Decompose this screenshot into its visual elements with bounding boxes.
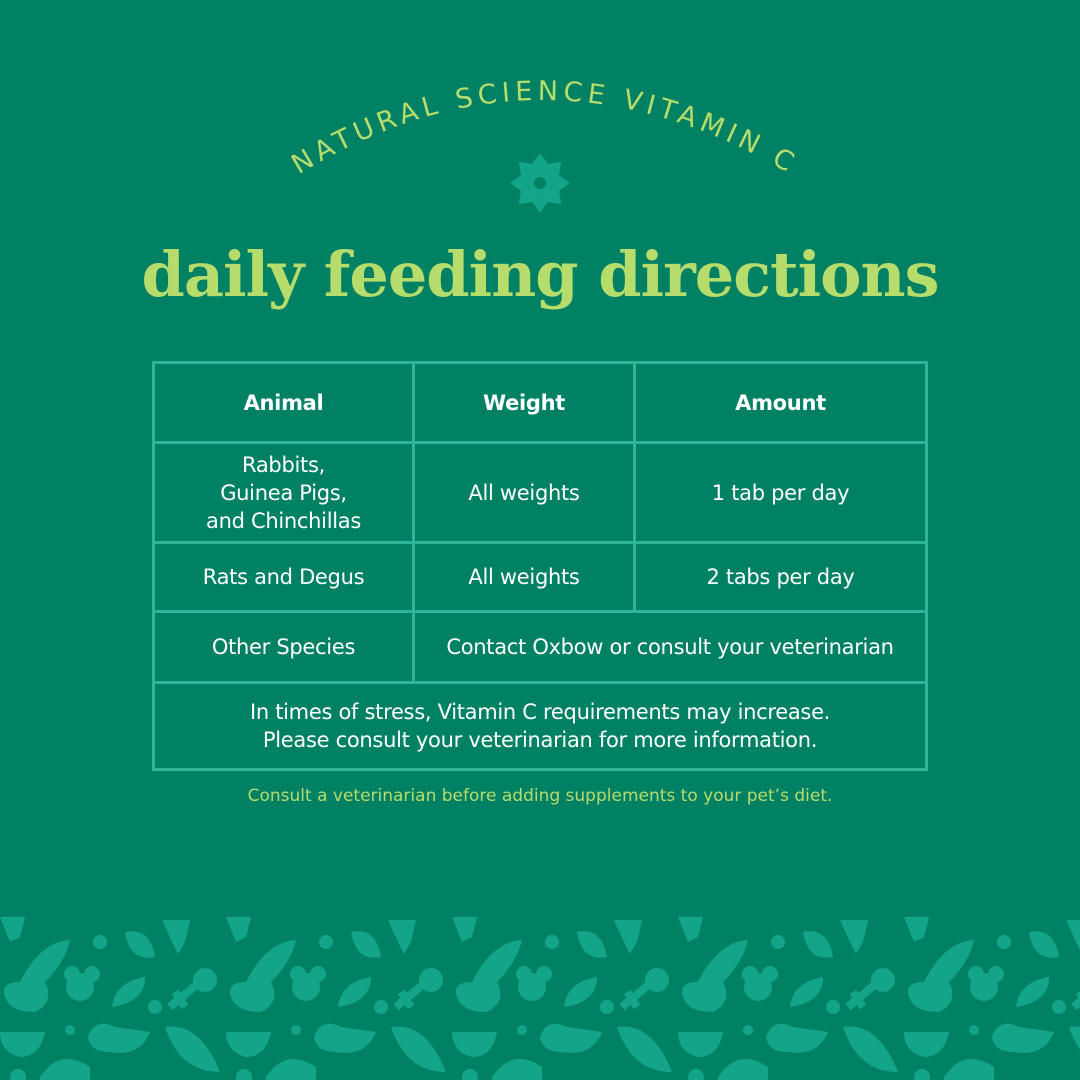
page-title: daily feeding directions <box>141 238 939 311</box>
table-row: Rats and Degus All weights 2 tabs per da… <box>152 541 928 613</box>
table-row: Other Species Contact Oxbow or consult y… <box>152 610 928 684</box>
cell-weight: All weights <box>412 541 636 613</box>
disclaimer: Consult a veterinarian before adding sup… <box>247 786 833 806</box>
cell-weight: All weights <box>412 441 636 544</box>
cell-amount: 1 tab per day <box>633 441 928 544</box>
cell-weight-amount: Contact Oxbow or consult your veterinari… <box>412 610 928 684</box>
table-header-row: Animal Weight Amount <box>152 361 928 444</box>
arc-title-graphic: NATURAL SCIENCE VITAMIN C <box>286 76 798 213</box>
stress-note-line: In times of stress, Vitamin C requiremen… <box>249 700 831 724</box>
header-weight: Weight <box>412 361 636 444</box>
cell-amount: 2 tabs per day <box>633 541 928 613</box>
feeding-table: Animal Weight Amount Rabbits, Guinea Pigs… <box>152 361 928 771</box>
table-footer-row: In times of stress, Vitamin C requiremen… <box>152 681 928 771</box>
animal-line: Guinea Pigs, <box>220 480 347 505</box>
flower-icon <box>510 153 570 213</box>
header-animal: Animal <box>152 361 415 444</box>
cell-animal: Rabbits, Guinea Pigs, and Chinchillas <box>152 441 415 544</box>
table-row: Rabbits, Guinea Pigs, and Chinchillas All … <box>152 441 928 544</box>
cell-animal: Rats and Degus <box>152 541 415 613</box>
animal-pattern-icon <box>0 912 1080 1080</box>
animal-line: and Chinchillas <box>206 508 361 533</box>
header-amount: Amount <box>633 361 928 444</box>
cell-animal: Other Species <box>152 610 415 684</box>
animal-line: Rabbits, <box>242 452 325 477</box>
stress-note: In times of stress, Vitamin C requiremen… <box>152 681 928 771</box>
stress-note-line: Please consult your veterinarian for mor… <box>262 728 818 752</box>
